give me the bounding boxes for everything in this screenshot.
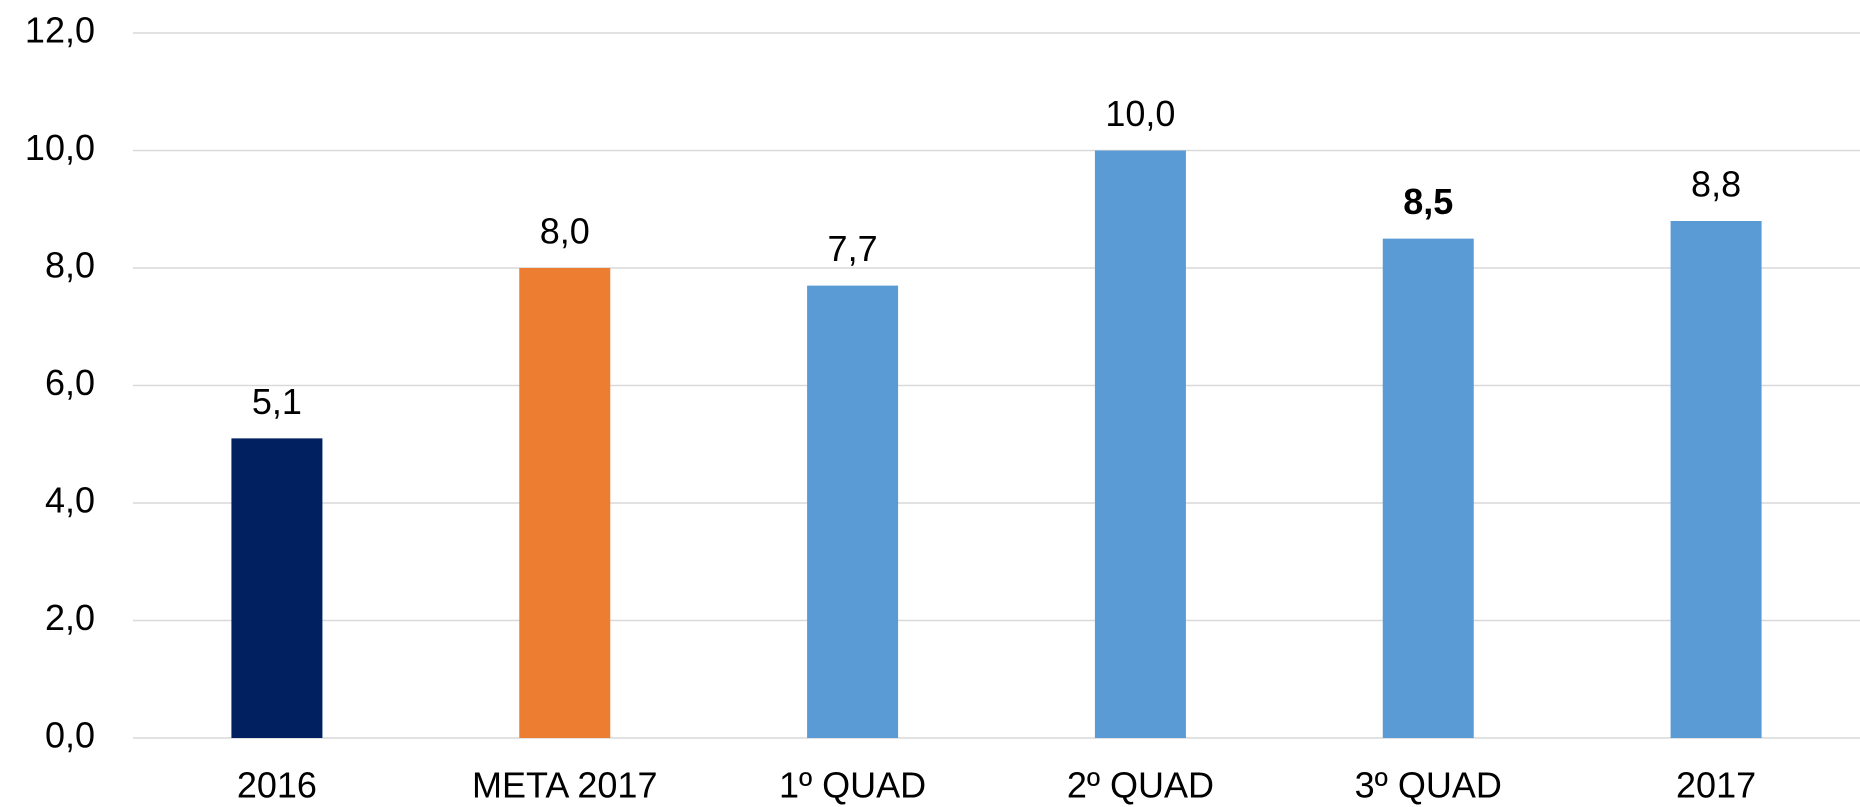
y-tick-label: 12,0 xyxy=(25,10,95,51)
y-tick-label: 2,0 xyxy=(45,597,95,638)
bar xyxy=(807,285,899,738)
x-tick-label: META 2017 xyxy=(472,765,657,806)
y-tick-label: 10,0 xyxy=(25,127,95,168)
y-tick-label: 4,0 xyxy=(45,480,95,521)
x-tick-label: 2º QUAD xyxy=(1067,765,1214,806)
bar xyxy=(1094,150,1186,738)
bar xyxy=(1382,238,1474,738)
value-label: 10,0 xyxy=(1105,93,1175,134)
x-tick-label: 2016 xyxy=(237,765,317,806)
bar xyxy=(231,438,323,738)
bar xyxy=(519,268,611,738)
x-tick-label: 3º QUAD xyxy=(1355,765,1502,806)
value-label: 8,0 xyxy=(540,211,590,252)
y-tick-label: 8,0 xyxy=(45,245,95,286)
y-tick-label: 6,0 xyxy=(45,362,95,403)
x-tick-label: 2017 xyxy=(1676,765,1756,806)
x-tick-label: 1º QUAD xyxy=(779,765,926,806)
bar xyxy=(1670,221,1762,738)
y-tick-label: 0,0 xyxy=(45,715,95,756)
value-label: 5,1 xyxy=(252,381,302,422)
value-label: 8,5 xyxy=(1403,181,1453,222)
value-label: 7,7 xyxy=(828,228,878,269)
value-label: 8,8 xyxy=(1691,164,1741,205)
